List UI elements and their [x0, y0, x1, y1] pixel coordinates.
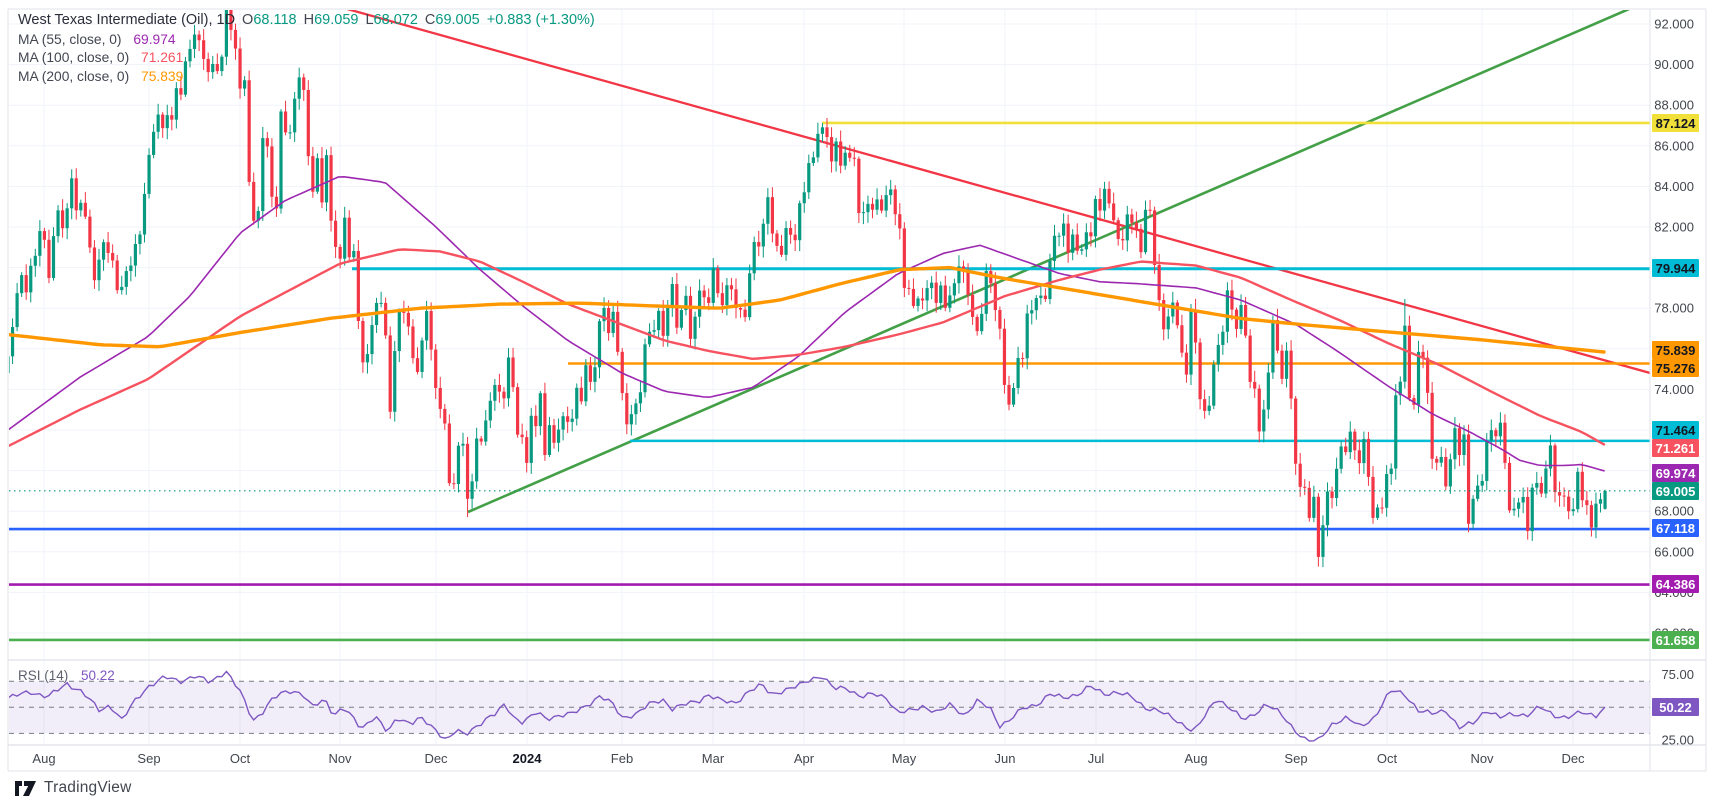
trendline-descending-resistance[interactable] [315, 0, 1650, 375]
ohlc-letter: O [242, 12, 254, 28]
rsi-pane[interactable] [9, 680, 1650, 734]
ma-price-label: 69.974 [1652, 464, 1699, 482]
price-tick-label: 82.000 [1654, 220, 1694, 235]
time-tick-label-Oct: Oct [230, 751, 251, 766]
price-tick-label: 90.000 [1654, 57, 1694, 72]
ma200-value: 75.839 [141, 68, 184, 84]
price-tick-label: 68.000 [1654, 504, 1694, 519]
time-tick-label-Nov: Nov [1470, 751, 1494, 766]
rsi-line [9, 670, 1606, 742]
rsi-tick-label: 25.00 [1661, 732, 1694, 747]
time-tick-label-Mar: Mar [702, 751, 725, 766]
price-tick-label: 86.000 [1654, 138, 1694, 153]
rsi-value-label: 50.22 [1652, 698, 1699, 716]
price-tick-label: 92.000 [1654, 17, 1694, 32]
ma100-label: MA (100, close, 0) [18, 50, 130, 65]
price-tick-label: 74.000 [1654, 382, 1694, 397]
ma-line-MA55 [9, 175, 1605, 472]
price-tick-label: 84.000 [1654, 179, 1694, 194]
ma55-legend-row[interactable]: MA (55, close, 0) 69.974 [18, 31, 595, 49]
level-price-label: 67.118 [1652, 519, 1699, 537]
time-tick-label-Aug: Aug [32, 751, 55, 766]
trendline-ascending-support[interactable] [467, 9, 1630, 514]
gridlines [9, 9, 1650, 744]
time-tick-label-2024: 2024 [513, 751, 543, 766]
time-tick-label-Aug: Aug [1184, 751, 1207, 766]
ohlc-letter: H [303, 12, 315, 28]
ohlc-value: 69.059 [314, 12, 359, 28]
ma55-label: MA (55, close, 0) [18, 31, 122, 47]
rsi-label: RSI (14) [18, 668, 69, 683]
ma-price-label: 71.261 [1652, 439, 1699, 457]
rsi-value: 50.22 [81, 668, 115, 683]
ma-line-MA100 [9, 248, 1606, 448]
tradingview-logo-text: TradingView [44, 779, 132, 796]
time-tick-label-Sep: Sep [1284, 751, 1307, 766]
ohlc-value: 68.072 [373, 12, 418, 28]
ohlc-value: 69.005 [435, 12, 480, 28]
price-tick-label: 66.000 [1654, 544, 1694, 559]
symbol-legend: West Texas Intermediate (Oil), 1D O68.118… [18, 12, 595, 85]
rsi-legend-row[interactable]: RSI (14) 50.22 [18, 668, 115, 683]
tradingview-brand[interactable]: TradingView [14, 779, 132, 797]
change-value: +0.883 (+1.30%) [486, 12, 595, 28]
rsi-tick-label: 75.00 [1661, 667, 1694, 682]
ma200-legend-row[interactable]: MA (200, close, 0) 75.839 [18, 68, 595, 86]
ma-line-MA200 [9, 265, 1606, 354]
ohlc-letter: C [424, 12, 436, 28]
price-tick-label: 88.000 [1654, 98, 1694, 113]
level-price-label: 79.944 [1652, 259, 1699, 277]
chart-frame [7, 8, 1707, 772]
time-tick-label-Sep: Sep [137, 751, 160, 766]
time-tick-label-Oct: Oct [1377, 751, 1398, 766]
symbol-ohlc-row: West Texas Intermediate (Oil), 1D O68.118… [18, 12, 595, 30]
tradingview-logo-icon [15, 780, 36, 796]
level-price-label: 75.276 [1652, 359, 1699, 377]
level-price-label: 64.386 [1652, 575, 1699, 593]
time-tick-label-Jun: Jun [995, 751, 1016, 766]
time-axis[interactable]: Aug Sep Oct Nov Dec 2024 Feb Mar Apr May Jun Jul Aug… [32, 751, 1585, 766]
ma-price-label: 75.839 [1652, 341, 1699, 359]
level-price-label: 87.124 [1652, 114, 1699, 132]
time-tick-label-Feb: Feb [611, 751, 633, 766]
last-price-label: 69.005 [1652, 482, 1699, 500]
ohlc-value: 68.118 [253, 12, 297, 28]
ma100-value: 71.261 [141, 50, 184, 65]
time-tick-label-Dec: Dec [1561, 751, 1585, 766]
time-tick-label-Nov: Nov [328, 751, 352, 766]
horizontal-levels[interactable] [9, 121, 1650, 642]
level-price-label: 61.658 [1652, 631, 1699, 649]
trendlines[interactable] [315, 0, 1650, 514]
time-tick-label-May: May [892, 751, 917, 766]
ma200-label: MA (200, close, 0) [18, 68, 130, 84]
ohlc-letter: L [365, 12, 374, 28]
time-tick-label-Dec: Dec [424, 751, 448, 766]
time-tick-label-Apr: Apr [794, 751, 815, 766]
time-tick-label-Jul: Jul [1088, 751, 1105, 766]
candlestick-series[interactable] [6, 0, 1607, 568]
symbol-title[interactable]: West Texas Intermediate (Oil), 1D [18, 12, 236, 28]
price-tick-label: 78.000 [1654, 301, 1694, 316]
ma55-value: 69.974 [133, 31, 176, 47]
level-price-label: 71.464 [1652, 421, 1699, 439]
ma100-legend-row[interactable]: MA (100, close, 0) 71.261 [18, 49, 595, 67]
moving-averages [9, 175, 1606, 472]
